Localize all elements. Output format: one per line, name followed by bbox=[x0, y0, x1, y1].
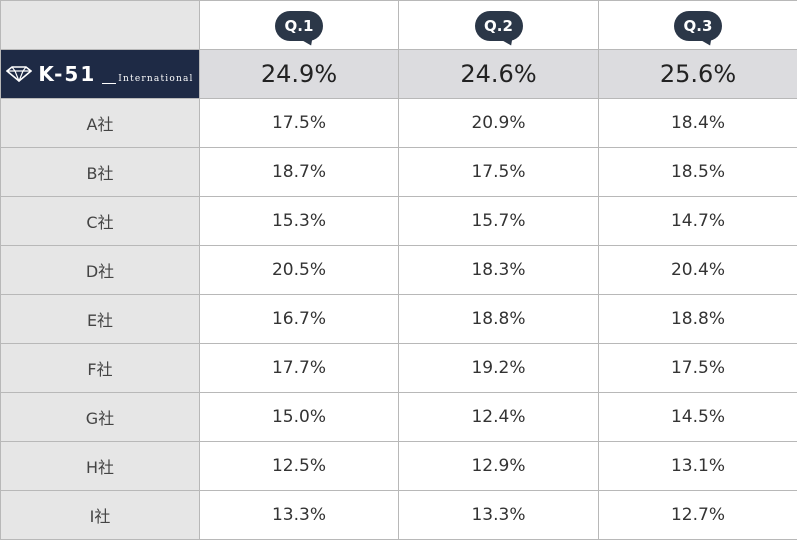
value-cell: 14.5% bbox=[599, 393, 797, 442]
value-cell: 17.7% bbox=[200, 344, 399, 393]
value-cell: 18.5% bbox=[599, 148, 797, 197]
value-cell: 18.7% bbox=[200, 148, 399, 197]
value-cell: 18.4% bbox=[599, 99, 797, 148]
value-cell: 12.4% bbox=[399, 393, 599, 442]
quarter-header-3: Q.3 bbox=[599, 1, 797, 50]
value-cell: 12.5% bbox=[200, 442, 399, 491]
company-label: D社 bbox=[1, 246, 200, 295]
company-label: I社 bbox=[1, 491, 200, 540]
brand-underline bbox=[102, 83, 117, 84]
company-label: A社 bbox=[1, 99, 200, 148]
value-cell: 12.7% bbox=[599, 491, 797, 540]
value-cell: 18.8% bbox=[399, 295, 599, 344]
value-cell: 17.5% bbox=[200, 99, 399, 148]
value-cell: 20.5% bbox=[200, 246, 399, 295]
quarter-bubble-2: Q.2 bbox=[474, 11, 523, 41]
total-cell: 25.6% bbox=[599, 50, 797, 99]
quarter-bubble-3: Q.3 bbox=[674, 11, 722, 41]
quarter-header-2: Q.2 bbox=[399, 1, 599, 50]
value-cell: 15.3% bbox=[200, 197, 399, 246]
value-cell: 15.7% bbox=[399, 197, 599, 246]
company-label: G社 bbox=[1, 393, 200, 442]
value-cell: 15.0% bbox=[200, 393, 399, 442]
value-cell: 17.5% bbox=[599, 344, 797, 393]
value-cell: 13.3% bbox=[200, 491, 399, 540]
value-cell: 13.3% bbox=[399, 491, 599, 540]
value-cell: 13.1% bbox=[599, 442, 797, 491]
value-cell: 17.5% bbox=[399, 148, 599, 197]
table-corner bbox=[1, 1, 200, 50]
company-label: E社 bbox=[1, 295, 200, 344]
value-cell: 12.9% bbox=[399, 442, 599, 491]
value-cell: 18.8% bbox=[599, 295, 797, 344]
diamond-icon bbox=[6, 66, 33, 82]
value-cell: 18.3% bbox=[399, 246, 599, 295]
company-label: H社 bbox=[1, 442, 200, 491]
total-cell: 24.9% bbox=[200, 50, 399, 99]
quarter-header-1: Q.1 bbox=[200, 1, 399, 50]
total-cell: 24.6% bbox=[399, 50, 599, 99]
company-label: C社 bbox=[1, 197, 200, 246]
brand-logo: K-51 International bbox=[1, 50, 200, 99]
value-cell: 16.7% bbox=[200, 295, 399, 344]
value-cell: 20.4% bbox=[599, 246, 797, 295]
quarter-bubble-1: Q.1 bbox=[275, 11, 323, 41]
value-cell: 14.7% bbox=[599, 197, 797, 246]
company-label: F社 bbox=[1, 344, 200, 393]
value-cell: 20.9% bbox=[399, 99, 599, 148]
brand-name: K-51 bbox=[38, 62, 97, 86]
brand-suffix: International bbox=[102, 74, 193, 84]
company-label: B社 bbox=[1, 148, 200, 197]
brand-suffix-text: International bbox=[118, 74, 194, 84]
value-cell: 19.2% bbox=[399, 344, 599, 393]
